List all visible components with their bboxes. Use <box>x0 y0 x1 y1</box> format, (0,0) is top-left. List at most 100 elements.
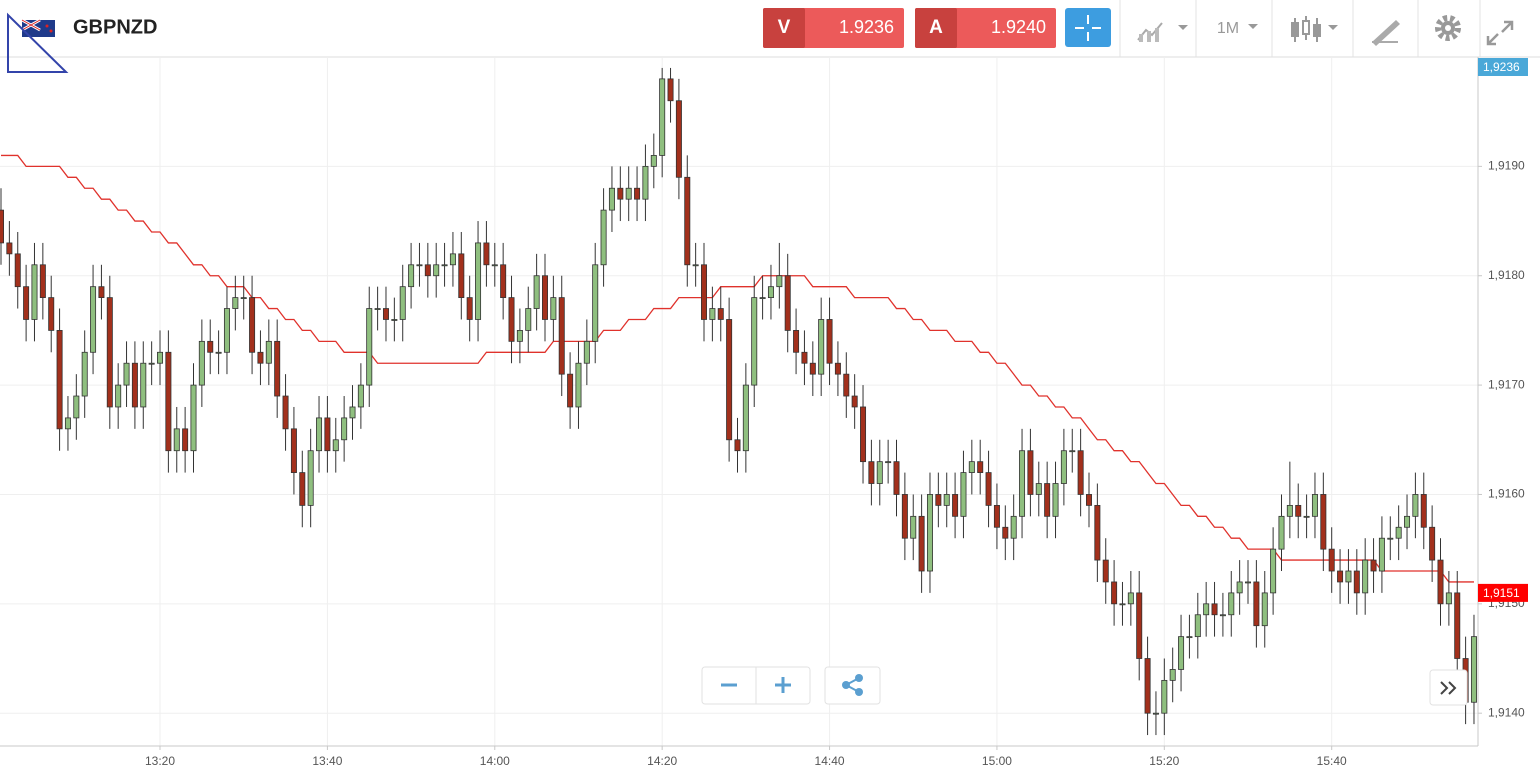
candle-body-down <box>1437 559 1444 605</box>
candle-body-up <box>1052 483 1059 517</box>
candle-body-down <box>809 362 816 375</box>
candle-body-down <box>1337 570 1344 583</box>
crosshair-button[interactable] <box>1065 8 1111 47</box>
price-badge-label: 1,9151 <box>1483 586 1520 600</box>
candle-body-up <box>1286 504 1293 517</box>
candle-body-down <box>56 330 63 430</box>
symbol-title: GBPNZD <box>73 16 157 38</box>
candle-body-down <box>324 417 331 452</box>
candle-body-down <box>675 100 682 178</box>
candle-body-up <box>885 461 892 464</box>
indicator-button[interactable] <box>1137 22 1188 42</box>
candle-body-up <box>399 286 406 320</box>
candle-body-down <box>483 242 490 266</box>
y-tick-label: 1,9180 <box>1488 268 1525 282</box>
candle-body-up <box>650 155 657 167</box>
candle-body-up <box>1010 515 1017 539</box>
candle-body-up <box>190 384 197 452</box>
candle-body-down <box>39 264 46 299</box>
candle-body-down <box>98 286 105 299</box>
candle-body-up <box>1127 592 1134 605</box>
candle-body-up <box>441 264 448 267</box>
candle-body-up <box>1445 592 1452 605</box>
candle-body-up <box>73 395 80 419</box>
sell-label: V <box>778 17 791 38</box>
candle-body-up <box>349 406 356 419</box>
candle-body-up <box>215 351 222 354</box>
candle-body-down <box>667 78 674 102</box>
x-tick-label: 15:00 <box>982 754 1012 768</box>
candle-body-down <box>1328 548 1335 572</box>
candles <box>0 67 1477 736</box>
x-tick-label: 14:00 <box>480 754 510 768</box>
share-button[interactable] <box>824 666 881 705</box>
candle-body-up <box>876 461 883 484</box>
candle-body-up <box>1161 679 1168 714</box>
candle-body-down <box>567 373 574 408</box>
price-badge <box>1478 58 1528 76</box>
candle-body-up <box>64 417 71 430</box>
candle-body-down <box>1353 570 1360 594</box>
candle-body-up <box>433 264 440 277</box>
candle-body-up <box>1311 494 1318 517</box>
y-tick-label: 1,9170 <box>1488 377 1525 391</box>
fullscreen-button[interactable] <box>1486 20 1514 46</box>
timeframe-button[interactable]: 1M <box>1217 20 1258 37</box>
candle-body-up <box>1345 570 1352 583</box>
candle-body-down <box>106 297 113 408</box>
candle-body-up <box>608 187 615 211</box>
candle-body-down <box>1136 592 1143 659</box>
candle-body-down <box>6 242 13 255</box>
candle-body-down <box>542 275 548 320</box>
candle-body-up <box>366 308 373 386</box>
zoom-controls <box>701 666 811 705</box>
candle-body-down <box>993 504 1000 528</box>
candle-body-up <box>81 351 88 397</box>
candle-body-up <box>600 209 607 266</box>
settings-button[interactable] <box>1435 15 1461 41</box>
candle-body-up <box>140 362 147 408</box>
candle-body-up <box>692 264 699 267</box>
candle-body-up <box>759 297 766 300</box>
candle-body-down <box>860 406 867 463</box>
candle-body-up <box>625 187 632 200</box>
candle-body-up <box>1219 614 1226 617</box>
candle-body-down <box>851 395 858 408</box>
candle-body-down <box>784 275 791 331</box>
candle-body-down <box>1002 526 1009 539</box>
candle-body-up <box>1404 515 1411 528</box>
candle-body-up <box>1362 559 1369 594</box>
buy-button[interactable]: A 1.9240 <box>915 8 1056 48</box>
candle-body-up <box>583 340 590 364</box>
chart-type-button[interactable] <box>1291 16 1338 42</box>
candle-body-down <box>1111 581 1118 605</box>
candle-body-down <box>801 351 808 364</box>
candle-body-up <box>1395 526 1402 539</box>
candle-body-up <box>776 275 783 288</box>
sell-price: 1.9236 <box>839 17 894 37</box>
candle-body-up <box>1019 450 1026 517</box>
candle-body-down <box>935 494 942 506</box>
candle-body-up <box>1203 603 1210 616</box>
candle-body-up <box>31 264 38 320</box>
zoom-in-button[interactable] <box>775 677 791 693</box>
candle-body-up <box>1194 614 1201 638</box>
candle-body-up <box>1303 515 1310 518</box>
candle-body-down <box>424 264 431 277</box>
candle-body-down <box>48 297 55 331</box>
candle-body-up <box>525 308 532 331</box>
draw-tool-button[interactable] <box>1372 20 1400 46</box>
candle-body-down <box>826 319 833 364</box>
candle-body-up <box>1270 548 1277 594</box>
candle-body-up <box>592 264 599 342</box>
scroll-to-end-button[interactable] <box>1429 669 1468 706</box>
sell-button[interactable]: V 1.9236 <box>763 8 904 48</box>
candle-body-down <box>14 253 21 288</box>
candle-body-down <box>282 395 289 430</box>
candle-body-up <box>1261 592 1268 627</box>
candle-body-up <box>659 78 666 156</box>
candle-body-up <box>642 165 649 200</box>
candle-body-up <box>449 253 456 266</box>
grid <box>0 57 1478 746</box>
